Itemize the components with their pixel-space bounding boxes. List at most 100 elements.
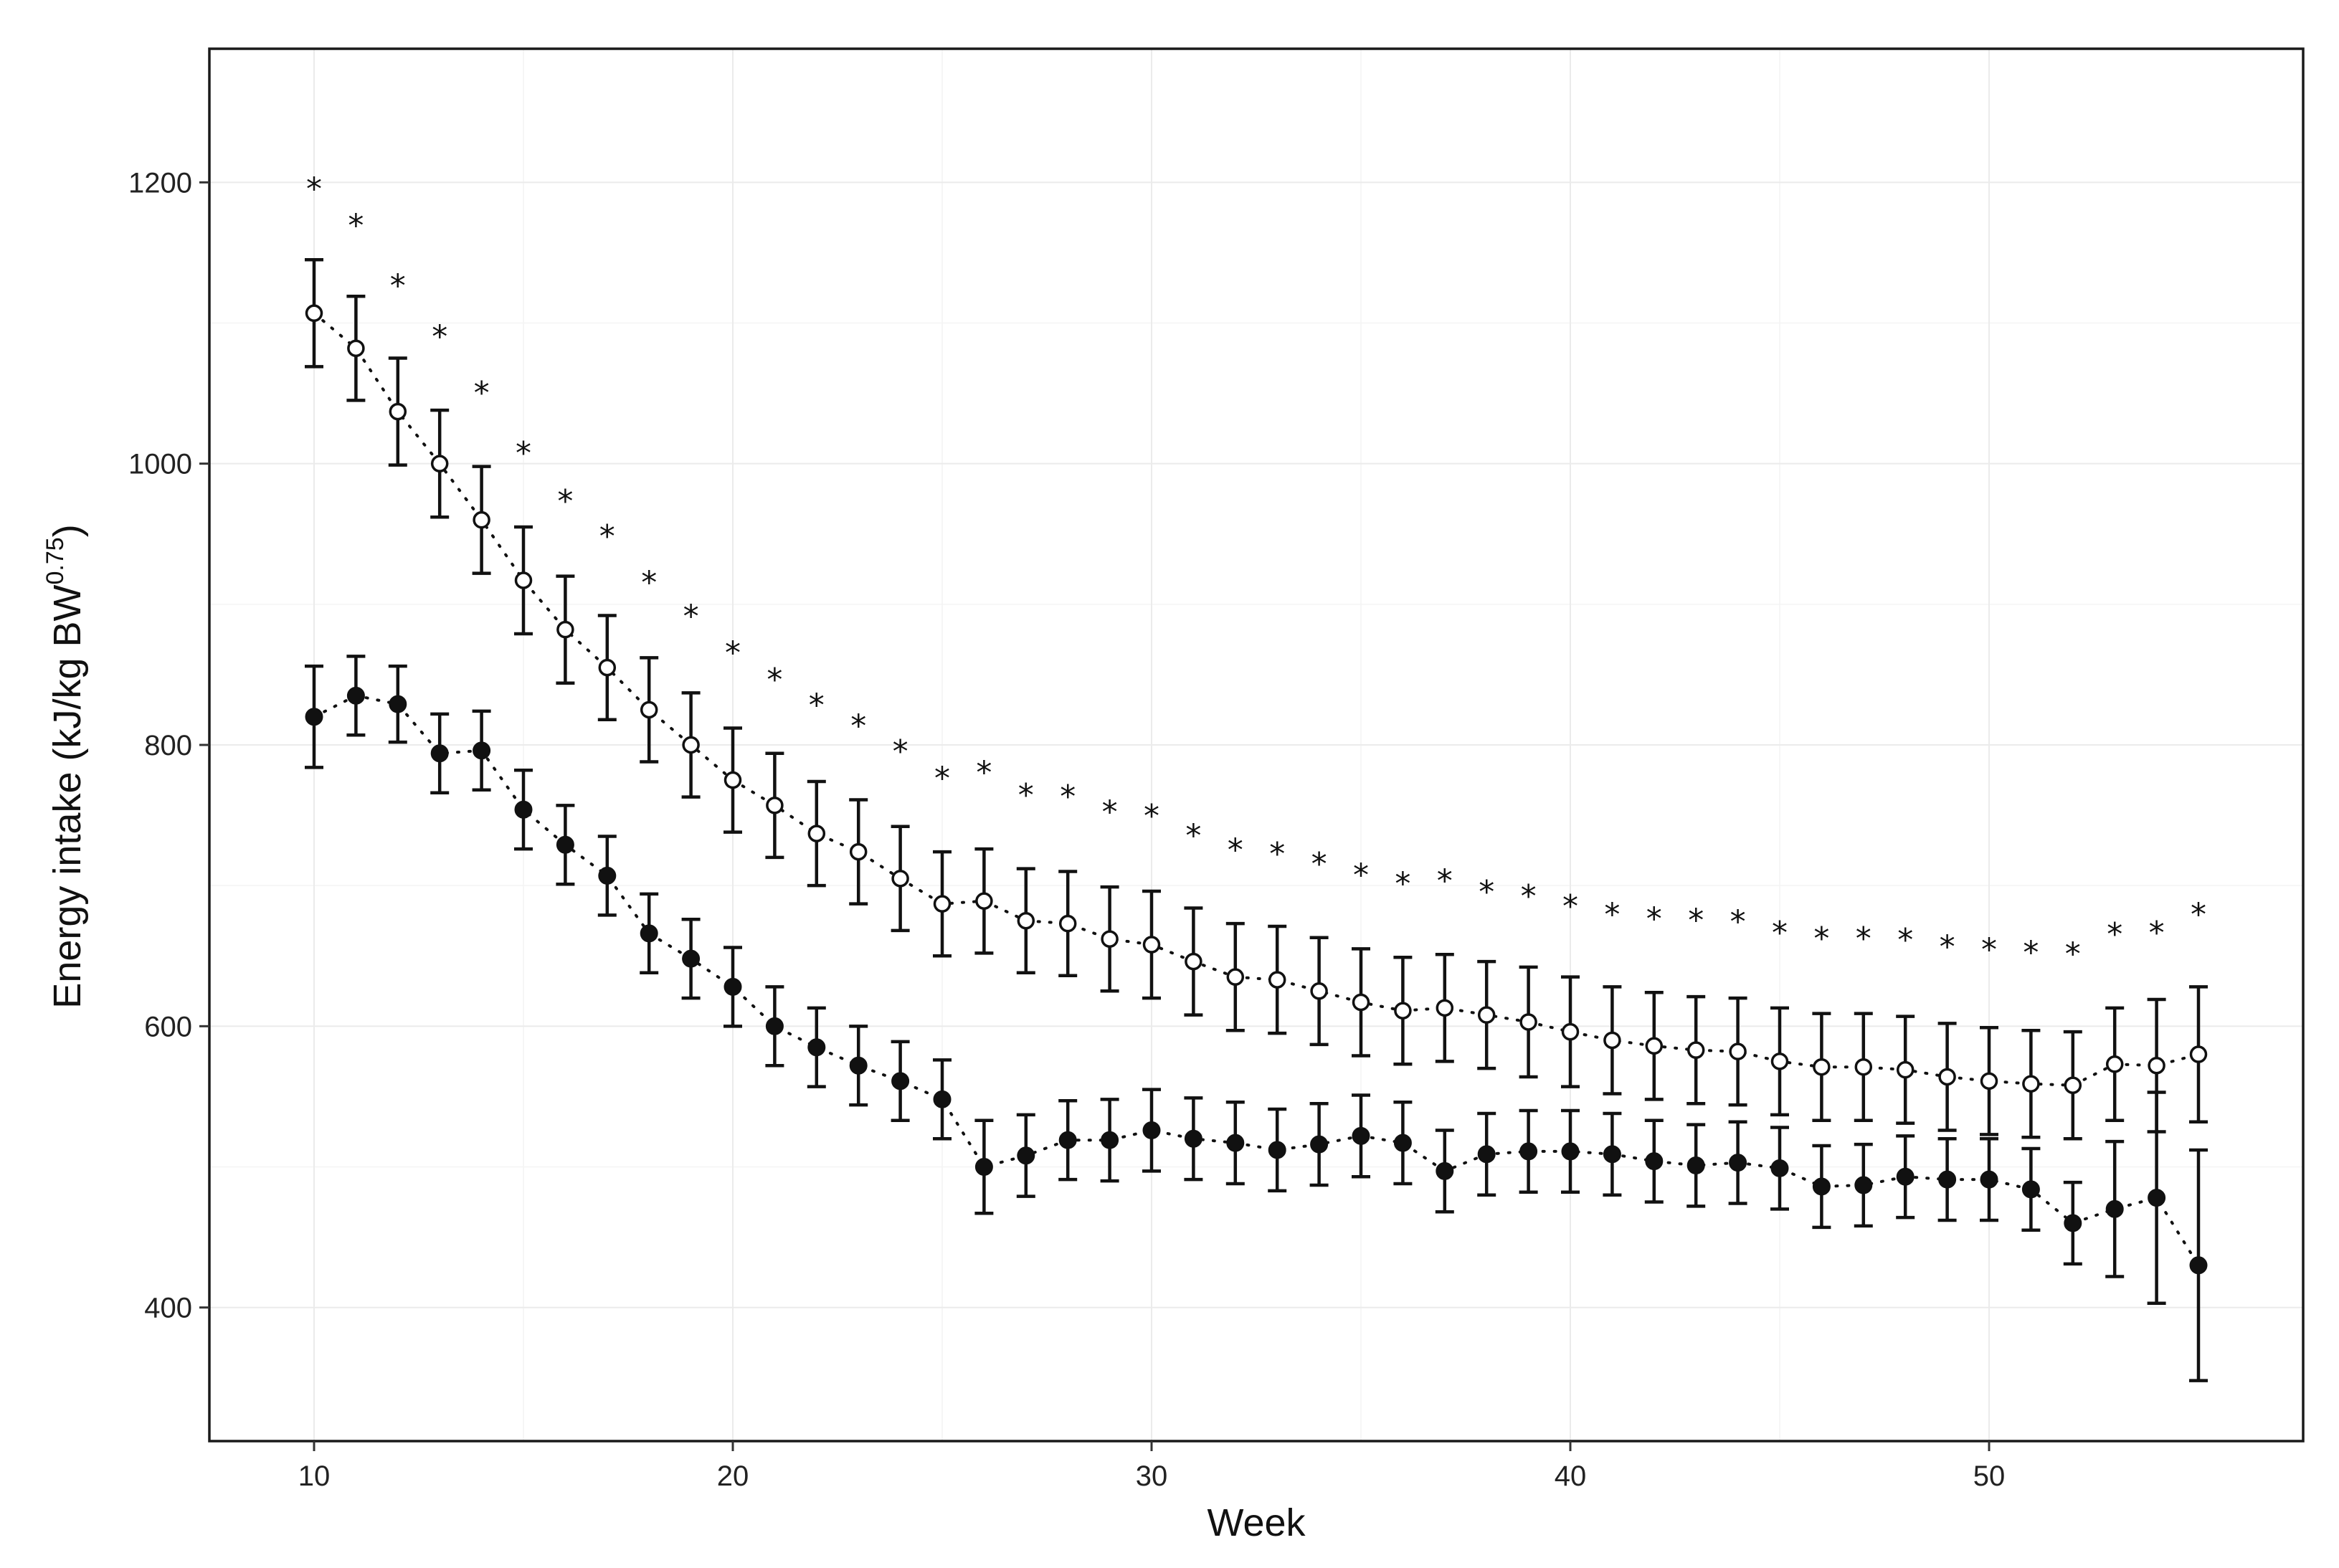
significance-star: *: [934, 760, 950, 797]
series-1-point: [2105, 1055, 2124, 1073]
series-2-point: [1017, 1146, 1035, 1165]
series-1-point: [1813, 1058, 1831, 1076]
series-2-point: [2105, 1199, 2124, 1218]
significance-star: *: [1395, 865, 1410, 902]
significance-star: *: [348, 207, 364, 244]
x-tick-label: 20: [717, 1460, 749, 1492]
series-1-point: [1603, 1031, 1621, 1050]
significance-star: *: [1940, 929, 1955, 966]
series-2-point: [1101, 1131, 1119, 1149]
significance-star: *: [516, 435, 531, 472]
series-1-point: [2148, 1056, 2165, 1075]
x-tick-label: 30: [1136, 1460, 1168, 1492]
significance-star: *: [683, 599, 699, 635]
series-1-point: [1770, 1053, 1789, 1070]
x-axis-title: Week: [1207, 1501, 1306, 1544]
series-1-point: [2189, 1045, 2208, 1063]
series-1-point: [1310, 982, 1328, 1000]
series-2-line: [313, 694, 2200, 1267]
significance-star: *: [1102, 794, 1118, 830]
series-1-point: [723, 771, 742, 789]
series-1-point: [1938, 1068, 1956, 1086]
series-1-point: [347, 339, 365, 358]
series-1-point: [473, 510, 490, 529]
series-2-point: [1226, 1134, 1245, 1152]
series-2-point: [2148, 1189, 2166, 1207]
series-1-point: [975, 892, 993, 910]
significance-star: *: [1521, 878, 1537, 915]
y-tick-label: 1200: [128, 167, 192, 199]
series-1-point: [682, 736, 700, 754]
series-1-point: [1896, 1060, 1915, 1079]
series-2-point: [1561, 1142, 1580, 1161]
series-2-point: [1058, 1131, 1077, 1149]
significance-star: *: [850, 708, 866, 745]
data-points: [305, 304, 2208, 1275]
series-2-point: [2189, 1256, 2208, 1275]
series-1-point: [2064, 1076, 2082, 1094]
series-1-point: [891, 870, 909, 888]
series-1-point: [1561, 1022, 1580, 1041]
series-1-point: [1645, 1037, 1664, 1055]
significance-star: *: [809, 687, 825, 723]
series-1-point: [514, 571, 533, 589]
error-bars: [305, 257, 2208, 1382]
series-2-point: [640, 924, 658, 943]
series-2-point: [1310, 1135, 1329, 1154]
series-2-point: [1645, 1152, 1664, 1171]
series-1-point: [1394, 1002, 1412, 1020]
series-2-point: [2021, 1180, 2040, 1199]
series-2-point: [1896, 1167, 1915, 1186]
series-2-point: [1519, 1142, 1538, 1161]
series-1-point: [1017, 911, 1035, 930]
y-axis-title-exponent: 0.75: [42, 537, 69, 584]
significance-star: *: [641, 565, 657, 602]
significance-star: *: [976, 754, 992, 791]
series-1-point: [766, 797, 784, 814]
series-2-point: [1352, 1126, 1370, 1145]
significance-star: *: [1479, 874, 1494, 911]
series-1-point: [1854, 1058, 1873, 1076]
series-trend-lines: [313, 311, 2200, 1267]
series-1-point: [1519, 1013, 1537, 1031]
series-2-point: [1436, 1161, 1454, 1180]
significance-star: *: [1060, 779, 1076, 815]
x-tick-label: 10: [298, 1460, 331, 1492]
series-1-point: [1352, 993, 1370, 1012]
series-1-point: [933, 895, 952, 913]
series-1-point: [1980, 1072, 1998, 1091]
series-1-point: [1226, 968, 1245, 986]
significance-star: *: [1813, 921, 1829, 957]
significance-star: *: [1311, 846, 1327, 883]
series-2-point: [1770, 1159, 1789, 1177]
series-1-line: [313, 311, 2200, 1087]
series-2-point: [1812, 1177, 1831, 1196]
series-2-point: [974, 1157, 993, 1176]
y-axis-title-close: ): [46, 524, 89, 537]
significance-star: *: [1856, 921, 1871, 957]
series-2-point: [305, 708, 323, 726]
series-2-point: [1184, 1129, 1202, 1148]
series-1-point: [807, 825, 826, 842]
significance-star: *: [557, 483, 573, 520]
series-2-point: [682, 949, 701, 968]
significance-star: *: [1897, 922, 1913, 959]
y-tick-label: 800: [144, 730, 192, 761]
series-2-point: [1980, 1170, 1998, 1189]
series-2-point: [765, 1017, 784, 1035]
significance-star: *: [1646, 901, 1662, 937]
significance-star: *: [2191, 897, 2206, 933]
significance-star: *: [725, 635, 741, 672]
series-2-point: [389, 695, 407, 713]
series-1-point: [849, 842, 868, 861]
significance-star: *: [1144, 798, 1159, 835]
y-axis-title: Energy intake (kJ/kg BW0.75): [42, 524, 89, 1008]
series-2-point: [933, 1090, 952, 1108]
series-1-point: [1185, 952, 1202, 971]
series-2-point: [1686, 1156, 1705, 1175]
series-1-point: [389, 402, 407, 421]
significance-star: *: [1018, 777, 1034, 814]
series-2-point: [430, 744, 449, 763]
significance-star: *: [1688, 902, 1704, 939]
significance-star: *: [1981, 932, 1997, 969]
